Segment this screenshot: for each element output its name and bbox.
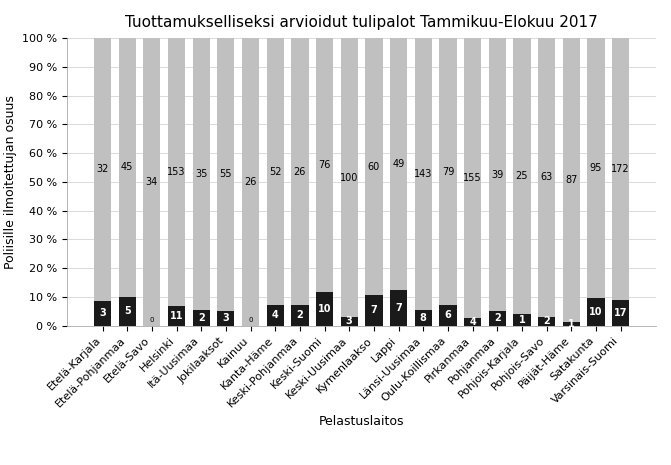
Text: 4: 4: [469, 317, 476, 327]
Bar: [365, 295, 382, 325]
Bar: [193, 38, 210, 310]
Bar: [538, 317, 555, 326]
Bar: [341, 317, 358, 325]
Text: 10: 10: [318, 304, 331, 314]
Text: 10: 10: [589, 307, 603, 317]
Text: 52: 52: [269, 166, 281, 177]
Bar: [341, 38, 358, 317]
Bar: [168, 38, 185, 306]
Bar: [193, 310, 210, 326]
Text: 49: 49: [393, 159, 405, 169]
Text: 8: 8: [420, 313, 427, 323]
Text: 2: 2: [297, 310, 303, 320]
Text: 11: 11: [170, 311, 183, 321]
Text: 63: 63: [540, 173, 553, 182]
Bar: [316, 292, 333, 325]
Bar: [587, 38, 605, 298]
Bar: [168, 306, 185, 325]
Text: 79: 79: [442, 166, 454, 177]
Bar: [513, 38, 531, 314]
Text: 32: 32: [97, 165, 109, 174]
Bar: [390, 38, 407, 290]
Text: 55: 55: [219, 169, 232, 179]
Text: 155: 155: [463, 173, 482, 183]
Text: 3: 3: [223, 313, 229, 323]
Bar: [440, 38, 456, 305]
Text: 2: 2: [198, 313, 205, 323]
Text: 2: 2: [494, 313, 501, 324]
Bar: [538, 38, 555, 317]
Text: 100: 100: [340, 173, 358, 183]
Text: 26: 26: [244, 177, 257, 187]
Text: 1: 1: [519, 315, 525, 325]
Text: 153: 153: [167, 167, 186, 177]
Title: Tuottamukselliseksi arvioidut tulipalot Tammikuu-Elokuu 2017: Tuottamukselliseksi arvioidut tulipalot …: [125, 15, 598, 30]
Text: 26: 26: [294, 166, 306, 177]
Bar: [612, 299, 629, 325]
Text: 4: 4: [272, 310, 278, 320]
Bar: [488, 38, 506, 312]
Bar: [488, 312, 506, 326]
Text: 76: 76: [318, 160, 331, 170]
Bar: [415, 38, 432, 310]
Bar: [291, 38, 309, 305]
Text: 3: 3: [346, 316, 352, 326]
Bar: [562, 38, 580, 322]
Bar: [266, 38, 284, 305]
Bar: [464, 318, 481, 325]
Bar: [119, 297, 136, 326]
Text: 95: 95: [590, 163, 602, 173]
Text: 7: 7: [370, 306, 377, 315]
Bar: [291, 305, 309, 326]
Text: 45: 45: [121, 162, 134, 173]
Bar: [562, 322, 580, 326]
Bar: [440, 305, 456, 326]
Bar: [94, 38, 111, 301]
Text: 60: 60: [368, 162, 380, 172]
Bar: [612, 38, 629, 299]
Text: 17: 17: [614, 307, 627, 318]
Text: 172: 172: [611, 164, 630, 174]
Text: 2: 2: [544, 316, 550, 326]
Bar: [119, 38, 136, 297]
Text: 3: 3: [99, 308, 106, 318]
Bar: [217, 311, 234, 325]
Bar: [365, 38, 382, 295]
Bar: [242, 38, 259, 326]
Bar: [316, 38, 333, 292]
Text: 0: 0: [150, 317, 154, 323]
Text: 7: 7: [395, 303, 402, 312]
Text: 87: 87: [565, 175, 578, 185]
Bar: [415, 310, 432, 326]
Text: 143: 143: [414, 169, 432, 179]
Text: 25: 25: [515, 171, 528, 181]
Text: 34: 34: [146, 177, 158, 187]
Text: 35: 35: [195, 169, 207, 179]
Bar: [94, 301, 111, 326]
Y-axis label: Poliisille ilmoitettujan osuus: Poliisille ilmoitettujan osuus: [4, 95, 17, 269]
Text: 1: 1: [568, 319, 574, 329]
X-axis label: Pelastuslaitos: Pelastuslaitos: [319, 415, 405, 428]
Text: 5: 5: [123, 306, 131, 316]
Bar: [143, 38, 160, 326]
Bar: [266, 305, 284, 326]
Text: 0: 0: [248, 317, 253, 323]
Text: 6: 6: [444, 310, 452, 320]
Bar: [464, 38, 481, 318]
Bar: [217, 38, 234, 311]
Bar: [513, 314, 531, 326]
Bar: [587, 298, 605, 326]
Bar: [390, 290, 407, 326]
Text: 39: 39: [491, 170, 503, 180]
